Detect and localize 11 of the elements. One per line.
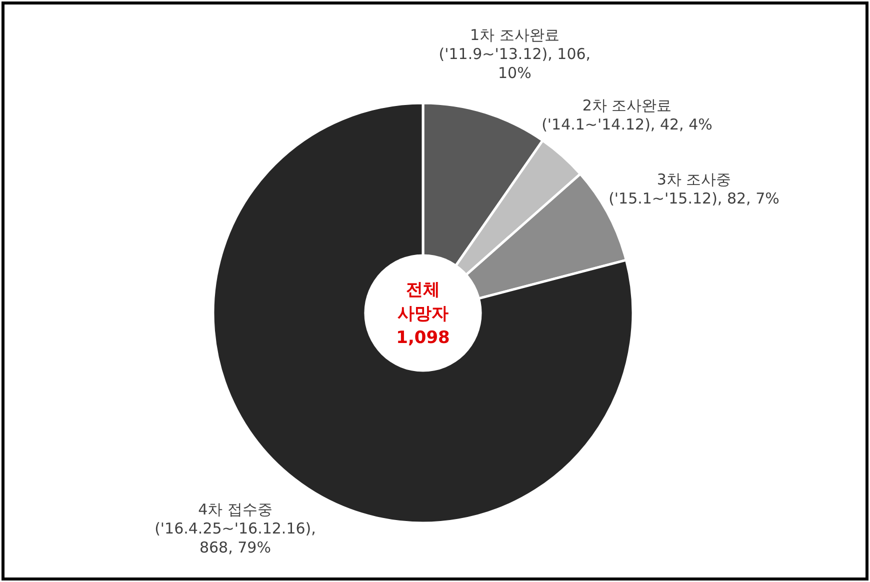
- slice-label: 3차 조사중: [656, 170, 732, 188]
- text: 1,098: [396, 328, 450, 348]
- text: 사망자: [398, 304, 448, 324]
- data-label: ('11.9~'13.12), 106, 10%: [438, 44, 591, 82]
- data-label: ('15.1~'15.12), 82, 7%: [608, 189, 780, 208]
- text: 전체: [406, 280, 440, 300]
- slice-label: 1차 조사완료: [470, 26, 560, 44]
- data-label: ('16.4.25~'16.12.16), 868, 79%: [154, 520, 316, 557]
- slice-label: 4차 접수중: [198, 500, 272, 519]
- slice-label: 2차 조사완료: [582, 96, 672, 115]
- data-label: ('14.1~'14.12), 42, 4%: [542, 116, 712, 134]
